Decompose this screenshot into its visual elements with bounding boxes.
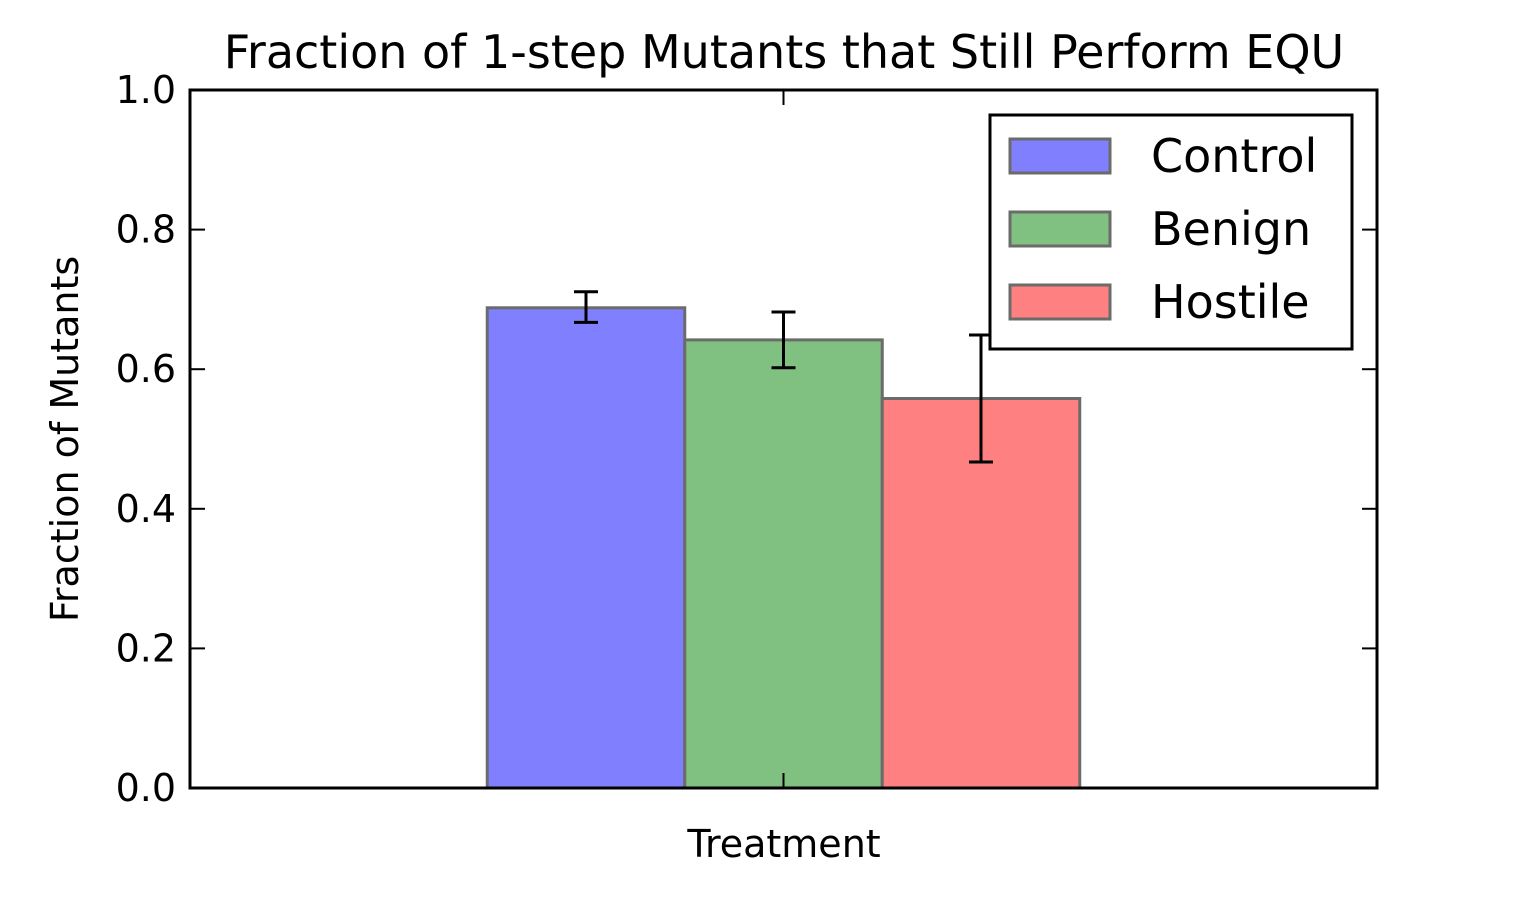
bar-benign — [683, 338, 884, 790]
legend-label-benign: Benign — [1151, 202, 1311, 256]
errorbar-benign — [771, 310, 796, 370]
y-tick-label: 1.0 — [116, 68, 176, 112]
legend: Control Benign Hostile — [988, 113, 1354, 351]
bar-control — [485, 306, 687, 790]
legend-swatch-hostile — [1008, 283, 1112, 321]
x-axis-label: Treatment — [686, 822, 880, 866]
plot-frame — [188, 88, 1379, 790]
legend-swatch-control — [1008, 137, 1112, 175]
y-tick-label: 0.6 — [116, 347, 176, 391]
bars-layer — [485, 306, 1082, 790]
y-tick-label: 0.4 — [116, 487, 176, 531]
legend-label-control: Control — [1151, 129, 1317, 183]
chart-title: Fraction of 1-step Mutants that Still Pe… — [224, 25, 1344, 79]
y-tick-label: 0.2 — [116, 626, 176, 670]
legend-label-hostile: Hostile — [1151, 275, 1310, 329]
y-tick-label: 0.8 — [116, 208, 176, 252]
y-axis-label: Fraction of Mutants — [43, 256, 87, 622]
legend-items: Control Benign Hostile — [1008, 129, 1317, 329]
errorbars-layer — [574, 290, 993, 464]
ticks-layer: 0.0 0.2 0.4 0.6 0.8 1.0 — [116, 68, 1377, 810]
y-tick-label: 0.0 — [116, 766, 176, 810]
errorbar-control — [574, 290, 598, 324]
legend-swatch-benign — [1008, 210, 1112, 248]
